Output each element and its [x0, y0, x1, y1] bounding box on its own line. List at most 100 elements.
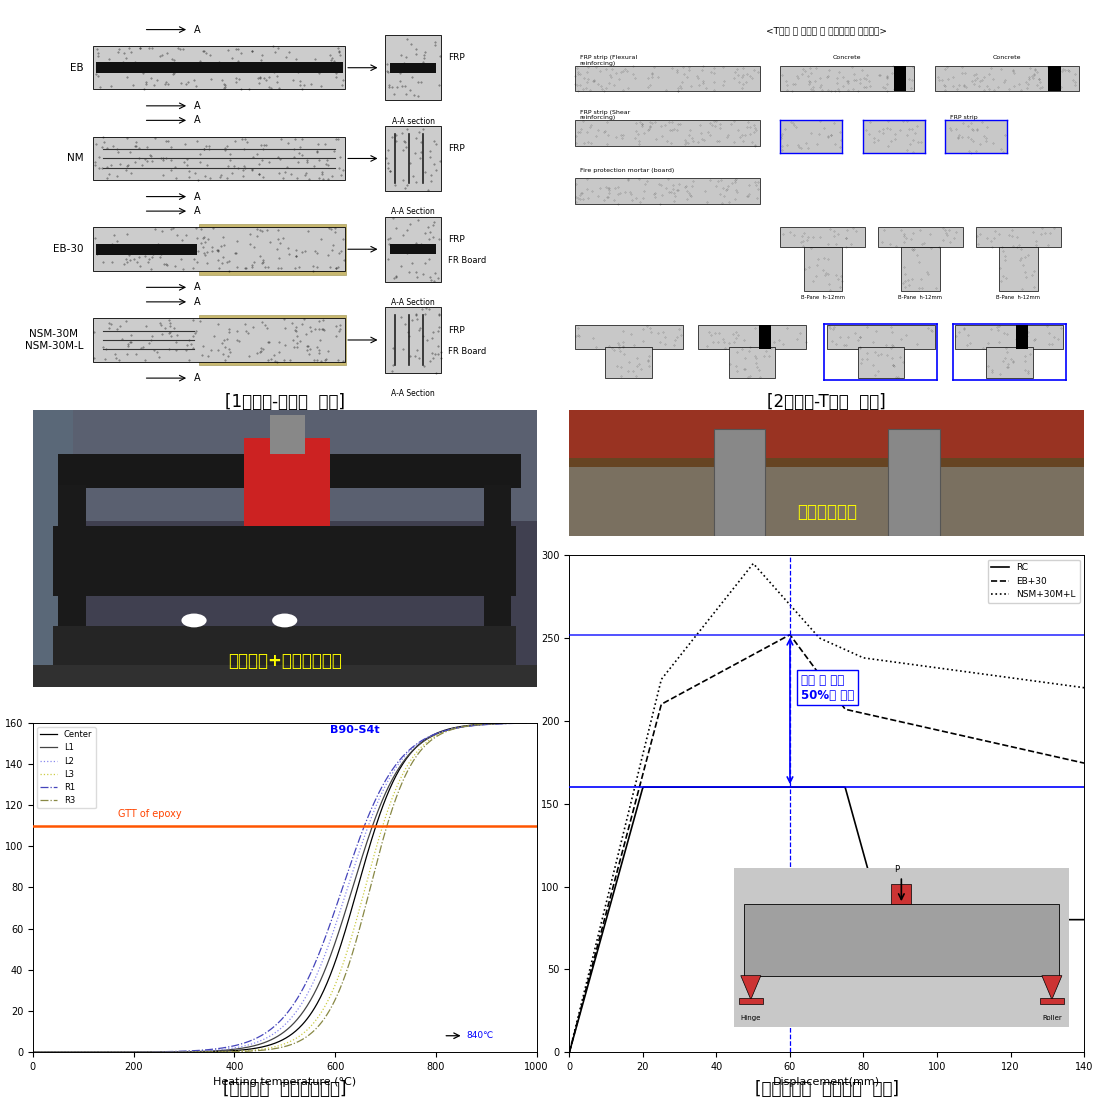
Text: Concrete: Concrete [833, 56, 862, 60]
Text: B-Pane  h-12mm: B-Pane h-12mm [996, 295, 1040, 299]
L2 [250, 1035, 263, 1049]
Bar [93, 318, 345, 362]
RC [867, 882, 880, 896]
Center [250, 1041, 263, 1054]
RC [655, 781, 668, 794]
Text: GTT of epoxy: GTT of epoxy [118, 810, 182, 820]
EB+30 [867, 709, 880, 723]
Bar [901, 247, 940, 290]
L1 [397, 753, 411, 766]
R3 [356, 911, 369, 925]
Text: A: A [194, 115, 200, 125]
Bar [999, 247, 1038, 290]
NSM+30M+L [695, 622, 708, 636]
Bar [385, 126, 441, 191]
Bar [58, 485, 85, 665]
NSM+30M+L [747, 556, 760, 570]
Bar [93, 228, 345, 271]
L2 [114, 1046, 127, 1059]
Bar [935, 66, 1079, 92]
Text: NM: NM [67, 153, 83, 163]
Bar [93, 136, 345, 180]
Center [153, 1046, 166, 1059]
EB+30 [1077, 756, 1091, 770]
L1 [520, 716, 533, 729]
Text: FRP: FRP [448, 144, 465, 153]
EB+30 [695, 676, 708, 689]
RC [796, 781, 809, 794]
L2 [356, 836, 369, 849]
Text: A: A [194, 297, 200, 307]
R1 [397, 748, 411, 762]
Bar [781, 228, 865, 247]
R1 [318, 935, 331, 948]
L2 [520, 716, 533, 729]
RC [636, 781, 649, 794]
Bar [781, 66, 914, 92]
Text: FRP strip (Shear: FRP strip (Shear [579, 109, 630, 115]
Text: A-A Section: A-A Section [391, 298, 435, 307]
NSM+30M+L [908, 658, 921, 671]
Bar [33, 665, 537, 687]
Bar [945, 121, 1007, 153]
Line: RC: RC [569, 787, 1084, 1052]
Bar [33, 410, 537, 521]
X-axis label: Displacement(mm): Displacement(mm) [773, 1078, 880, 1088]
L1 [26, 1046, 39, 1059]
Legend: RC, EB+30, NSM+30M+L: RC, EB+30, NSM+30M+L [988, 560, 1080, 603]
Bar [244, 438, 330, 526]
Bar [606, 347, 652, 378]
Bar [827, 325, 935, 349]
Text: A: A [194, 283, 200, 293]
Bar [391, 245, 436, 255]
Text: [고온노출후  잔존강도  시험]: [고온노출후 잔존강도 시험] [754, 1080, 899, 1098]
L3 [397, 764, 411, 777]
Text: reinforcing): reinforcing) [579, 115, 616, 121]
L1 [318, 966, 331, 980]
Line: Center: Center [33, 723, 527, 1052]
L3 [250, 1043, 263, 1057]
R3 [153, 1046, 166, 1059]
R1 [114, 1046, 127, 1059]
Bar [53, 626, 517, 665]
Text: 보강 전 대비
50%의 증가: 보강 전 대비 50%의 증가 [800, 674, 854, 701]
Bar [385, 35, 441, 101]
Bar [484, 485, 511, 665]
Bar [269, 416, 304, 455]
Text: [사용하중  고온노출시험]: [사용하중 고온노출시험] [223, 1080, 346, 1098]
Bar [96, 244, 196, 255]
Bar [1016, 325, 1028, 349]
EB+30 [908, 718, 921, 732]
R1 [153, 1046, 166, 1059]
R1 [26, 1046, 39, 1059]
Bar [781, 121, 842, 153]
Text: FRP strip: FRP strip [950, 115, 978, 121]
NSM+30M+L [952, 663, 965, 677]
Text: 잔존강도시험: 잔존강도시험 [797, 503, 856, 521]
Text: 사용하중+고온노완시험: 사용하중+고온노완시험 [228, 652, 342, 670]
Text: reinforcing): reinforcing) [579, 61, 616, 66]
Center [114, 1046, 127, 1059]
Bar [199, 315, 346, 365]
Center [356, 863, 369, 877]
L3 [153, 1046, 166, 1059]
Text: A: A [194, 207, 200, 216]
NSM+30M+L [796, 613, 809, 627]
Bar [53, 526, 517, 595]
Text: A-A section: A-A section [392, 117, 435, 126]
Line: R3: R3 [33, 723, 527, 1052]
Bar [33, 410, 73, 687]
Text: EB-30: EB-30 [53, 245, 83, 255]
L3 [356, 891, 369, 905]
Bar [575, 325, 682, 349]
EB+30 [796, 646, 809, 659]
Text: B-Pane  h-12mm: B-Pane h-12mm [898, 295, 943, 299]
Bar [976, 228, 1061, 247]
Bar [391, 63, 436, 73]
Bar [987, 347, 1033, 378]
Text: <T형보 휨 실험체 및 전단실험체 기본형상>: <T형보 휨 실험체 및 전단실험체 기본형상> [766, 26, 887, 35]
R3 [250, 1044, 263, 1058]
Line: EB+30: EB+30 [569, 634, 1084, 1052]
Bar [569, 458, 1084, 467]
R3 [318, 1013, 331, 1027]
